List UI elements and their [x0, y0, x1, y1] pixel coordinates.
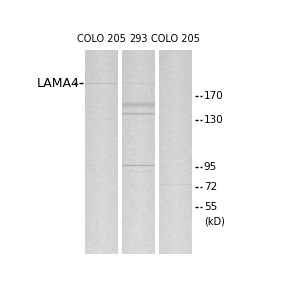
Text: LAMA4: LAMA4 [37, 77, 79, 90]
Text: 72: 72 [204, 182, 217, 192]
Text: (kD): (kD) [204, 217, 225, 227]
Text: 55: 55 [204, 202, 217, 212]
Text: 95: 95 [204, 161, 217, 172]
Text: COLO 205: COLO 205 [77, 34, 126, 44]
Text: COLO 205: COLO 205 [151, 34, 200, 44]
Text: 130: 130 [204, 115, 224, 125]
Text: 293: 293 [129, 34, 148, 44]
Text: 170: 170 [204, 91, 224, 101]
